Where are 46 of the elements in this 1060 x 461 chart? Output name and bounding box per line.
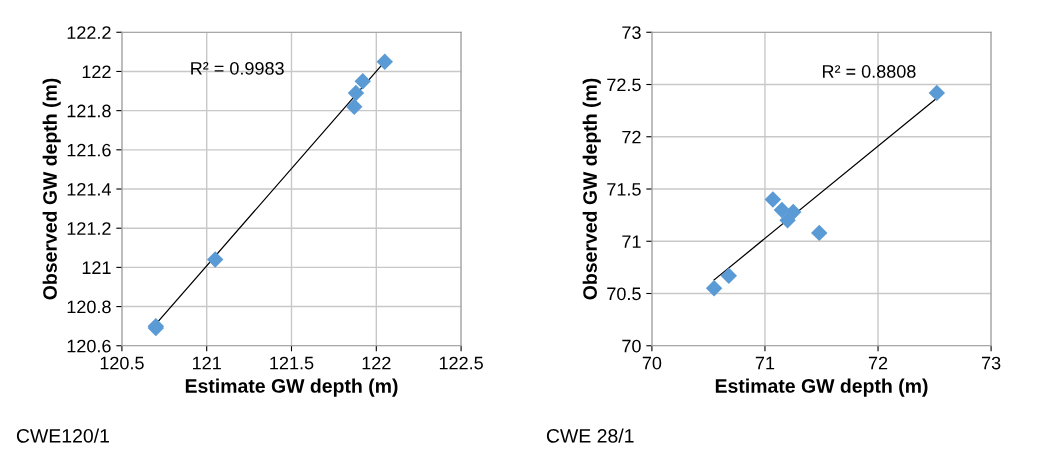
y-tick-label: 71 — [622, 235, 641, 248]
point — [785, 203, 802, 221]
y-tick-label: 70.5 — [607, 287, 641, 301]
y-tick-label: 121.4 — [67, 182, 111, 196]
point — [764, 191, 782, 208]
y-tick-label: 121.8 — [67, 104, 111, 118]
y-tick-label: 120.6 — [67, 339, 111, 353]
y-tick-label: 121 — [82, 261, 111, 274]
y-tick-label: 120.8 — [67, 300, 111, 314]
x-tick-label: 71 — [755, 356, 775, 370]
point — [928, 84, 946, 102]
y-axis-title: Observed GW depth (m) — [42, 78, 61, 300]
point — [354, 73, 371, 90]
point — [347, 84, 365, 102]
x-tick-label: 120.5 — [100, 356, 144, 370]
x-axis-title: Estimate GW depth (m) — [185, 378, 398, 397]
point — [376, 53, 393, 70]
y-tick-label: 122.2 — [67, 26, 111, 39]
point — [720, 267, 737, 284]
x-tick-label: 122 — [362, 356, 391, 370]
text: CWE 28/1 — [546, 428, 634, 443]
y-tick-label: 72 — [622, 130, 641, 144]
y-tick-label: 122 — [82, 65, 111, 78]
x-axis-title: Estimate GW depth (m) — [715, 378, 928, 397]
annotation: R² = 0.8808 — [822, 65, 916, 78]
point — [779, 212, 796, 229]
x-tick-label: 121 — [193, 356, 221, 370]
y-tick-label: 121.2 — [67, 222, 111, 235]
y-tick-label: 72.5 — [607, 78, 641, 92]
point — [705, 280, 723, 297]
y-tick-label: 71.5 — [607, 183, 641, 196]
y-axis-title: Observed GW depth (m) — [582, 78, 601, 300]
x-tick-label: 72 — [868, 356, 888, 370]
x-tick-label: 70 — [642, 356, 662, 370]
y-tick-label: 70 — [622, 339, 641, 353]
point — [811, 224, 828, 242]
x-tick-label: 121.5 — [270, 356, 314, 370]
y-tick-label: 73 — [622, 26, 641, 39]
point — [206, 251, 224, 268]
point — [773, 201, 791, 219]
x-tick-label: 73 — [981, 356, 1001, 370]
text: CWE120/1 — [16, 428, 109, 443]
annotation: R² = 0.9983 — [191, 61, 284, 75]
y-tick-label: 121.6 — [67, 143, 111, 157]
point — [346, 98, 363, 115]
x-tick-label: 122.5 — [439, 356, 483, 370]
